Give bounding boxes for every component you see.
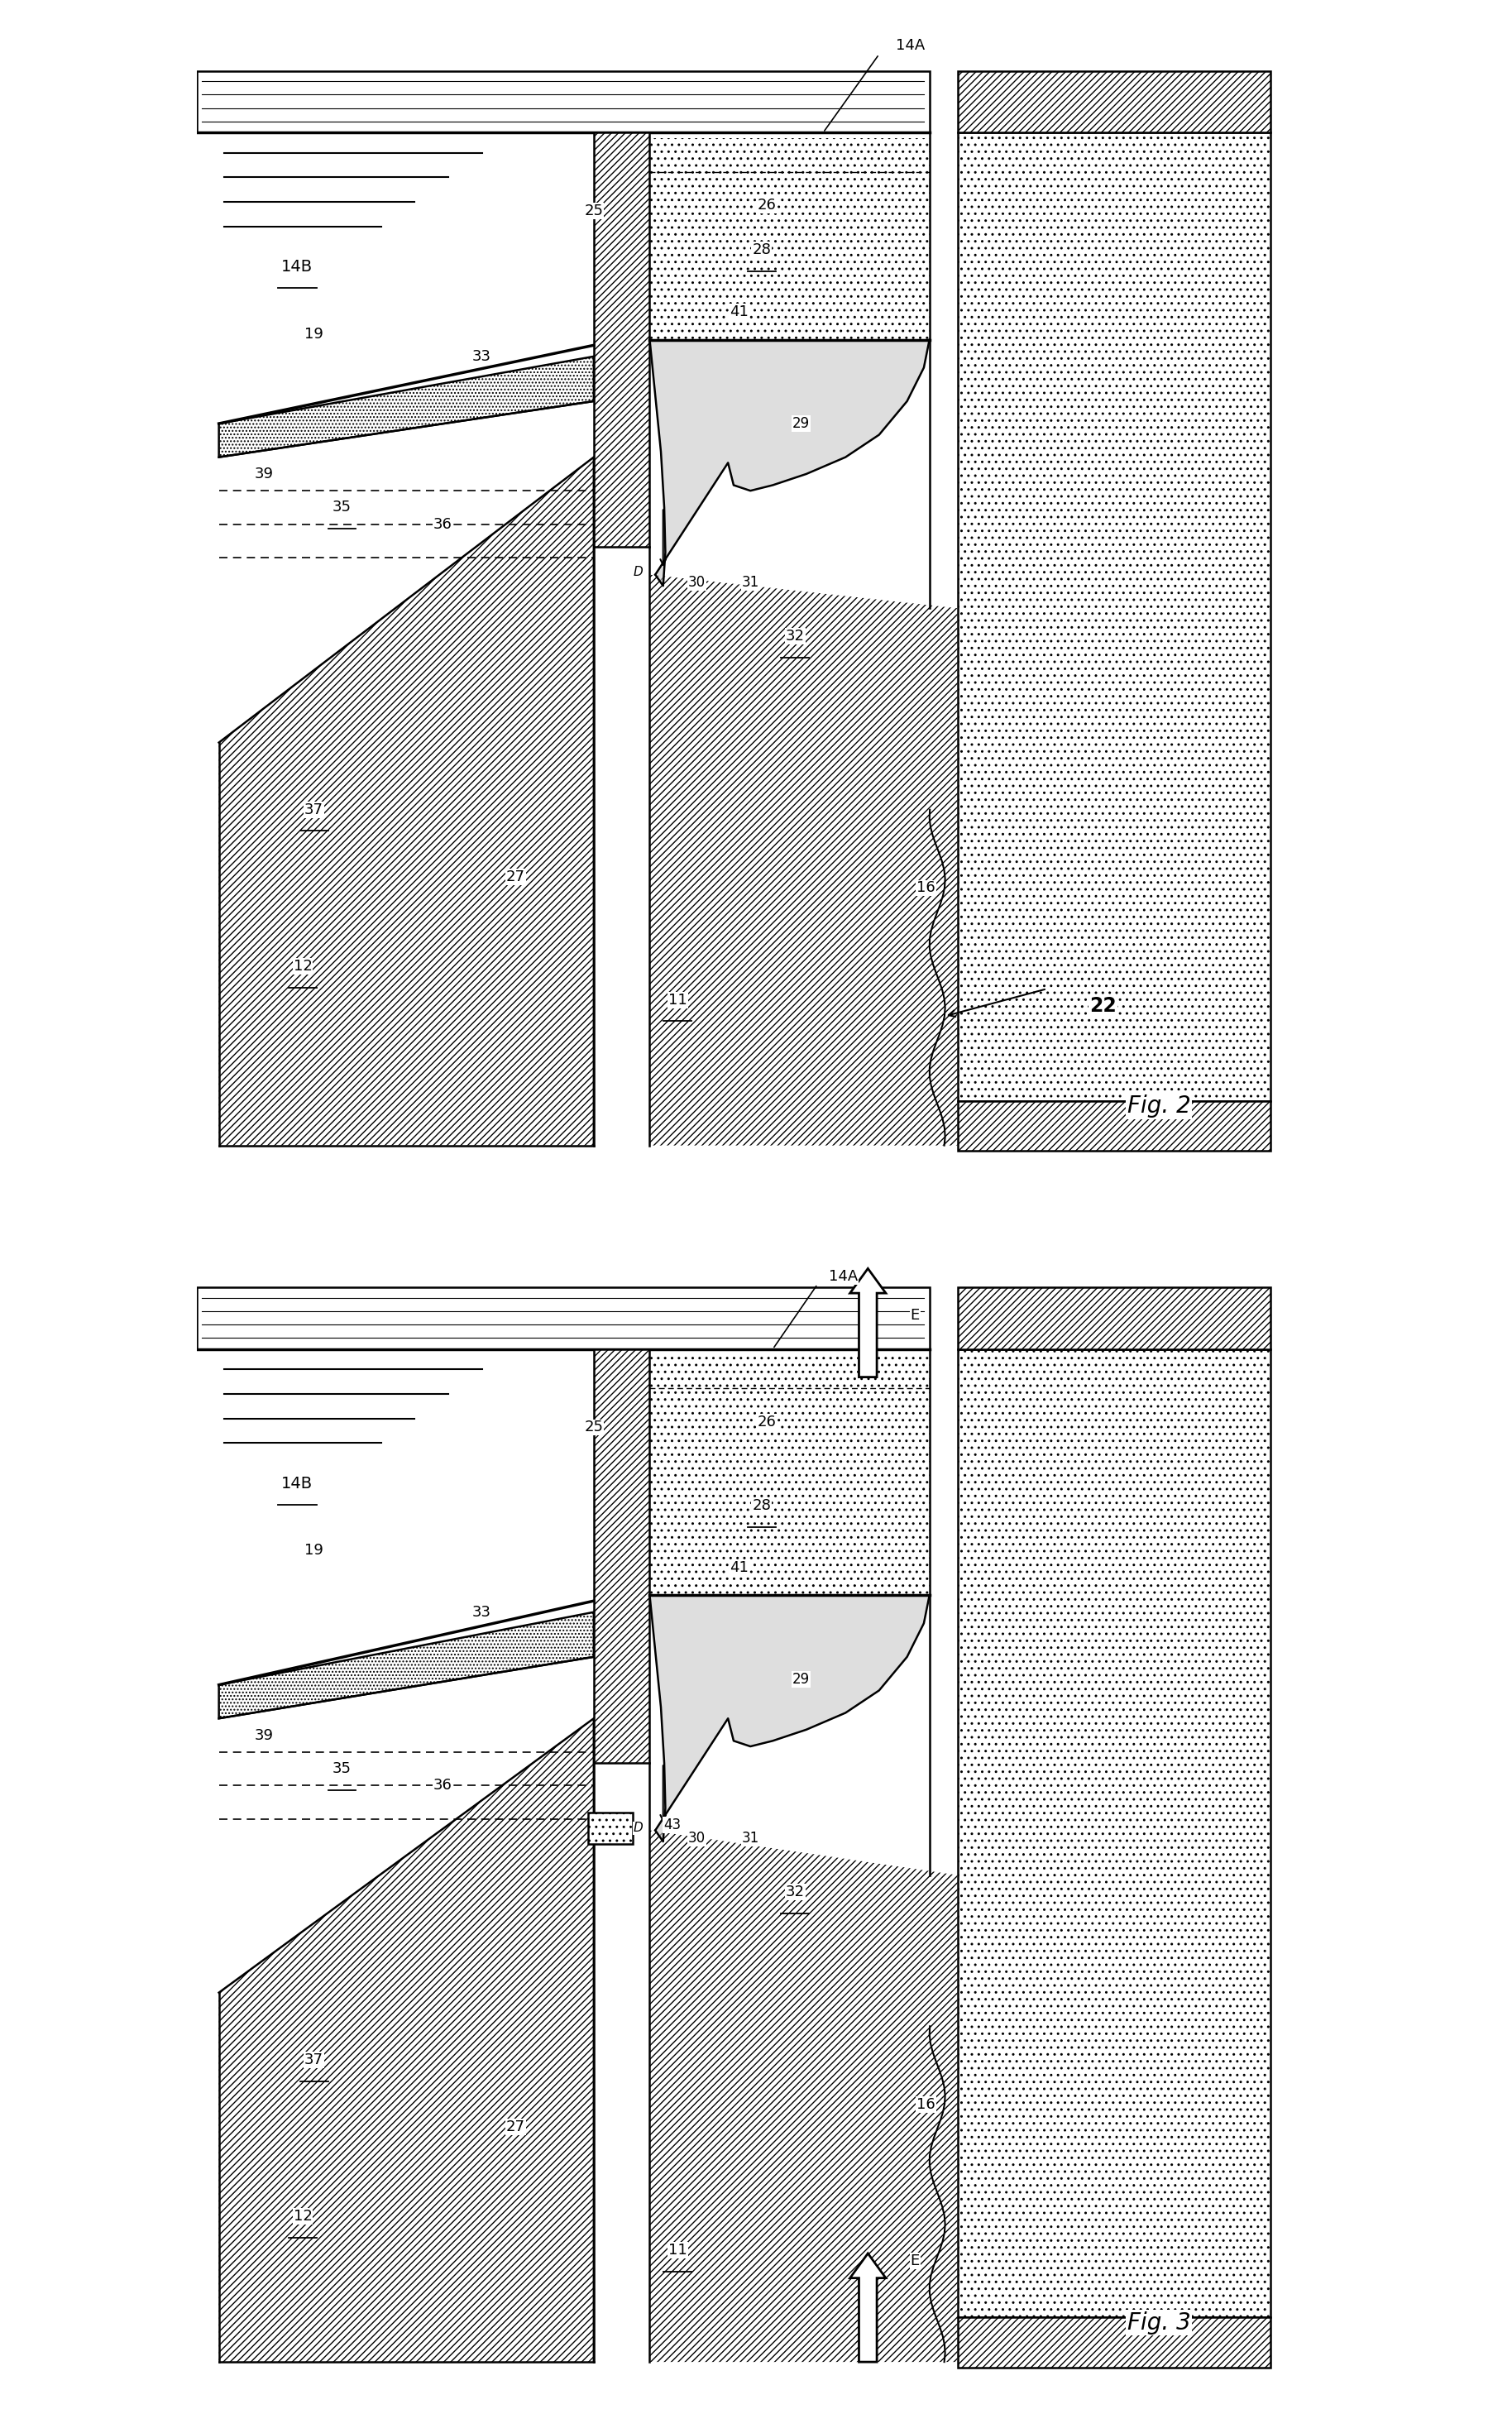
Text: 39: 39 <box>254 467 274 482</box>
Text: 28: 28 <box>751 243 771 258</box>
Text: 12: 12 <box>293 959 313 973</box>
Text: 30: 30 <box>688 1830 706 1847</box>
Polygon shape <box>650 1596 930 1842</box>
Bar <box>957 131 1270 1100</box>
Bar <box>957 1100 1270 1151</box>
Bar <box>594 1348 650 1764</box>
Text: 36: 36 <box>434 516 452 533</box>
Text: D: D <box>634 567 644 579</box>
Bar <box>594 131 650 547</box>
Bar <box>957 1287 1270 1348</box>
Polygon shape <box>650 341 930 586</box>
Bar <box>957 1287 1270 1348</box>
Bar <box>650 139 930 341</box>
Bar <box>957 1100 1270 1151</box>
Bar <box>650 1355 930 1596</box>
Bar <box>957 2316 1270 2367</box>
Bar <box>957 2316 1270 2367</box>
Text: 31: 31 <box>741 1830 759 1847</box>
Bar <box>594 1348 650 1764</box>
Text: 32: 32 <box>786 1886 804 1900</box>
Text: 26: 26 <box>758 197 777 212</box>
Bar <box>588 1813 634 1844</box>
Text: D: D <box>634 1822 644 1834</box>
Text: 29: 29 <box>792 416 809 431</box>
FancyArrow shape <box>850 1268 886 1377</box>
Text: 28: 28 <box>751 1499 771 1513</box>
Text: 33: 33 <box>472 348 491 365</box>
Text: 39: 39 <box>254 1727 274 1742</box>
Text: 11: 11 <box>668 2243 686 2258</box>
Text: 36: 36 <box>434 1779 452 1793</box>
Text: 33: 33 <box>472 1606 491 1620</box>
Bar <box>957 1348 1270 2316</box>
Text: 35: 35 <box>333 1761 351 1776</box>
Text: 37: 37 <box>304 803 324 817</box>
FancyArrow shape <box>850 2253 886 2362</box>
Text: 16: 16 <box>916 2097 936 2112</box>
Text: 35: 35 <box>333 501 351 516</box>
Text: 14B: 14B <box>281 1474 313 1491</box>
Text: 32: 32 <box>786 628 804 645</box>
Text: 37: 37 <box>304 2053 324 2068</box>
Text: Fig. 3: Fig. 3 <box>1126 2311 1190 2333</box>
Text: 26: 26 <box>758 1414 777 1428</box>
Text: 19: 19 <box>304 1543 324 1557</box>
Bar <box>957 1348 1270 2316</box>
Text: 27: 27 <box>507 869 525 883</box>
Text: 16: 16 <box>916 881 936 895</box>
Text: 43: 43 <box>664 1817 680 1832</box>
Text: 11: 11 <box>668 993 686 1007</box>
Bar <box>197 1287 930 1348</box>
Bar <box>197 71 930 131</box>
Text: E: E <box>910 1309 919 1324</box>
Text: 30: 30 <box>688 574 706 589</box>
Text: 19: 19 <box>304 326 324 341</box>
Text: Fig. 2: Fig. 2 <box>1126 1095 1190 1117</box>
Text: 14A: 14A <box>829 1270 857 1285</box>
Bar <box>594 131 650 547</box>
Text: 29: 29 <box>792 1671 809 1686</box>
Text: 31: 31 <box>741 574 759 589</box>
Bar <box>957 71 1270 131</box>
Text: 22: 22 <box>1089 995 1116 1015</box>
Bar <box>957 71 1270 131</box>
Text: 14A: 14A <box>895 39 925 54</box>
Bar <box>957 131 1270 1100</box>
Text: E: E <box>910 2253 919 2268</box>
Text: 41: 41 <box>730 1560 748 1574</box>
Text: 14B: 14B <box>281 258 313 275</box>
Text: 25: 25 <box>584 204 603 219</box>
Text: 41: 41 <box>730 304 748 319</box>
Text: 25: 25 <box>584 1421 603 1435</box>
Text: 12: 12 <box>293 2209 313 2224</box>
Text: 27: 27 <box>507 2119 525 2134</box>
